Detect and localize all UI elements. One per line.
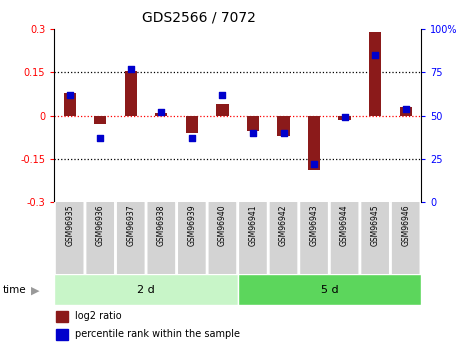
Text: log2 ratio: log2 ratio [75, 311, 121, 321]
Text: GSM96943: GSM96943 [309, 205, 318, 246]
Point [280, 130, 287, 136]
Bar [56, 329, 69, 339]
Bar [54, 274, 237, 305]
Text: GSM96942: GSM96942 [279, 205, 288, 246]
Text: 2 d: 2 d [137, 285, 155, 295]
Point [188, 135, 196, 141]
Point [341, 115, 349, 120]
Text: GSM96938: GSM96938 [157, 205, 166, 246]
Point [158, 109, 165, 115]
Bar [155, 113, 167, 116]
Point [371, 52, 379, 58]
Bar [94, 116, 106, 124]
Bar [400, 107, 412, 116]
Text: GDS2566 / 7072: GDS2566 / 7072 [142, 10, 255, 24]
Point [402, 106, 410, 111]
Bar [216, 104, 228, 116]
Text: GSM96941: GSM96941 [248, 205, 257, 246]
FancyBboxPatch shape [116, 201, 145, 275]
Bar [308, 116, 320, 170]
Bar [125, 71, 137, 116]
Bar [237, 274, 421, 305]
Bar [277, 116, 289, 136]
Text: time: time [2, 286, 26, 295]
FancyBboxPatch shape [147, 201, 176, 275]
FancyBboxPatch shape [177, 201, 207, 275]
Point [66, 92, 73, 98]
Bar [339, 116, 350, 120]
Text: GSM96939: GSM96939 [187, 205, 196, 246]
FancyBboxPatch shape [86, 201, 115, 275]
Text: GSM96945: GSM96945 [371, 205, 380, 246]
Text: GSM96946: GSM96946 [401, 205, 410, 246]
Text: ▶: ▶ [31, 286, 39, 295]
FancyBboxPatch shape [208, 201, 237, 275]
Bar [63, 92, 76, 116]
Bar [56, 310, 69, 322]
Bar [186, 116, 198, 133]
Bar [369, 32, 381, 116]
Text: GSM96937: GSM96937 [126, 205, 135, 246]
FancyBboxPatch shape [269, 201, 298, 275]
Bar [247, 116, 259, 131]
FancyBboxPatch shape [360, 201, 390, 275]
Point [310, 161, 318, 167]
FancyBboxPatch shape [238, 201, 268, 275]
Point [127, 66, 134, 72]
Text: percentile rank within the sample: percentile rank within the sample [75, 329, 240, 339]
Text: GSM96944: GSM96944 [340, 205, 349, 246]
FancyBboxPatch shape [299, 201, 329, 275]
Text: GSM96935: GSM96935 [65, 205, 74, 246]
FancyBboxPatch shape [391, 201, 420, 275]
Text: GSM96940: GSM96940 [218, 205, 227, 246]
FancyBboxPatch shape [330, 201, 359, 275]
Text: 5 d: 5 d [321, 285, 338, 295]
Point [219, 92, 226, 98]
FancyBboxPatch shape [55, 201, 84, 275]
Point [249, 130, 257, 136]
Point [96, 135, 104, 141]
Text: GSM96936: GSM96936 [96, 205, 105, 246]
